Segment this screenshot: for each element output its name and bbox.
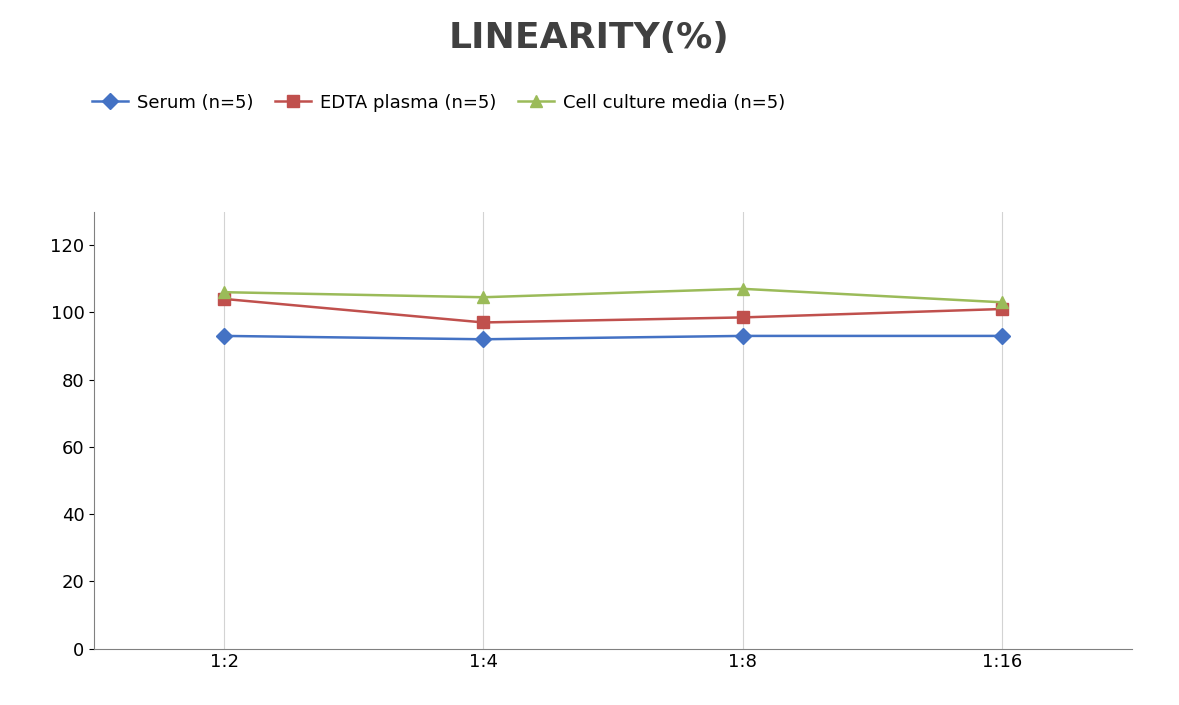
Cell culture media (n=5) bbox=[217, 288, 231, 296]
Text: LINEARITY(%): LINEARITY(%) bbox=[449, 21, 730, 55]
Cell culture media (n=5) bbox=[476, 293, 490, 302]
Line: EDTA plasma (n=5): EDTA plasma (n=5) bbox=[218, 293, 1008, 328]
EDTA plasma (n=5) bbox=[995, 305, 1009, 313]
EDTA plasma (n=5) bbox=[476, 318, 490, 326]
Legend: Serum (n=5), EDTA plasma (n=5), Cell culture media (n=5): Serum (n=5), EDTA plasma (n=5), Cell cul… bbox=[92, 94, 785, 111]
Serum (n=5) bbox=[217, 331, 231, 340]
Serum (n=5) bbox=[995, 331, 1009, 340]
Cell culture media (n=5) bbox=[995, 298, 1009, 307]
Serum (n=5) bbox=[476, 335, 490, 343]
Serum (n=5) bbox=[736, 331, 750, 340]
Cell culture media (n=5) bbox=[736, 285, 750, 293]
EDTA plasma (n=5) bbox=[736, 313, 750, 321]
EDTA plasma (n=5) bbox=[217, 295, 231, 303]
Line: Serum (n=5): Serum (n=5) bbox=[218, 331, 1008, 345]
Line: Cell culture media (n=5): Cell culture media (n=5) bbox=[218, 283, 1008, 309]
